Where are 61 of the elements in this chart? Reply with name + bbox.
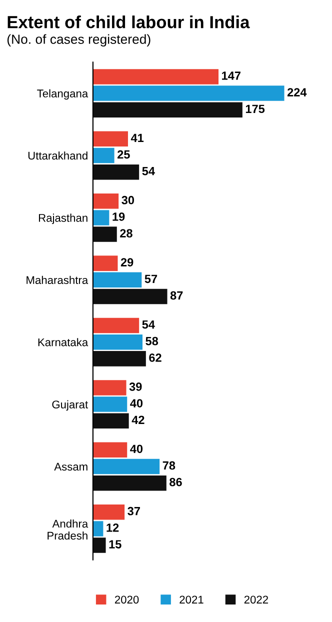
legend-label: 2020: [114, 596, 139, 604]
bar: [92, 334, 142, 350]
data-label: 30: [122, 196, 134, 204]
data-label: 54: [142, 167, 155, 176]
bar: [92, 538, 106, 553]
bar: [92, 226, 117, 242]
bar: [92, 272, 142, 288]
data-label: 78: [162, 461, 176, 470]
y-tick-label: Maharashtra: [26, 276, 88, 284]
y-tick-label: Uttarakhand: [28, 151, 88, 160]
y-tick-label: Karnataka: [38, 338, 88, 346]
bar: [92, 351, 146, 366]
y-tick-label: Andhra Pradesh: [48, 519, 88, 540]
data-label: 147: [222, 72, 240, 80]
bar: [92, 504, 125, 520]
data-label: 15: [109, 540, 122, 548]
data-label: 57: [144, 274, 158, 284]
data-label: 58: [146, 336, 158, 346]
bar: [92, 380, 126, 396]
data-label: 54: [142, 320, 155, 329]
y-tick-label: Gujarat: [52, 400, 88, 411]
chart-title: Extent of child labour in India: [8, 16, 250, 28]
bar: [92, 458, 160, 474]
data-label: 41: [130, 134, 144, 142]
bar: [92, 288, 168, 304]
bar: [92, 521, 104, 536]
data-label: 40: [130, 399, 143, 408]
y-tick-label: Telangana: [37, 89, 88, 100]
data-label: 42: [132, 416, 144, 424]
bar: [92, 86, 284, 101]
bar: [92, 318, 140, 334]
bar: [92, 131, 128, 147]
bar: [92, 256, 118, 271]
legend-label: 2022: [244, 596, 268, 604]
chart-subtitle: (No. of cases registered): [7, 34, 150, 47]
data-label: 40: [130, 444, 143, 454]
bar: [92, 413, 129, 429]
bar: [92, 396, 128, 412]
data-label: 12: [106, 524, 119, 532]
data-label: 39: [129, 382, 142, 391]
y-tick-label: Rajasthan: [38, 214, 88, 224]
bar: [92, 102, 242, 118]
data-label: 175: [246, 104, 265, 114]
data-label: 25: [118, 150, 130, 159]
bar: [92, 475, 166, 491]
data-label: 29: [120, 258, 134, 266]
y-tick-label: Assam: [54, 462, 88, 471]
data-label: 28: [120, 229, 132, 238]
legend-label: 2021: [180, 596, 204, 604]
bar: [92, 148, 114, 164]
bar: [92, 193, 119, 209]
data-label: 62: [149, 353, 162, 362]
bar: [92, 69, 219, 84]
data-label: 86: [170, 478, 182, 486]
data-label: 87: [170, 291, 183, 300]
bar: [92, 164, 140, 180]
data-label: 224: [287, 88, 307, 96]
data-label: 19: [112, 212, 125, 221]
data-label: 37: [128, 506, 140, 516]
bar: [92, 210, 110, 226]
bar: [92, 442, 128, 458]
